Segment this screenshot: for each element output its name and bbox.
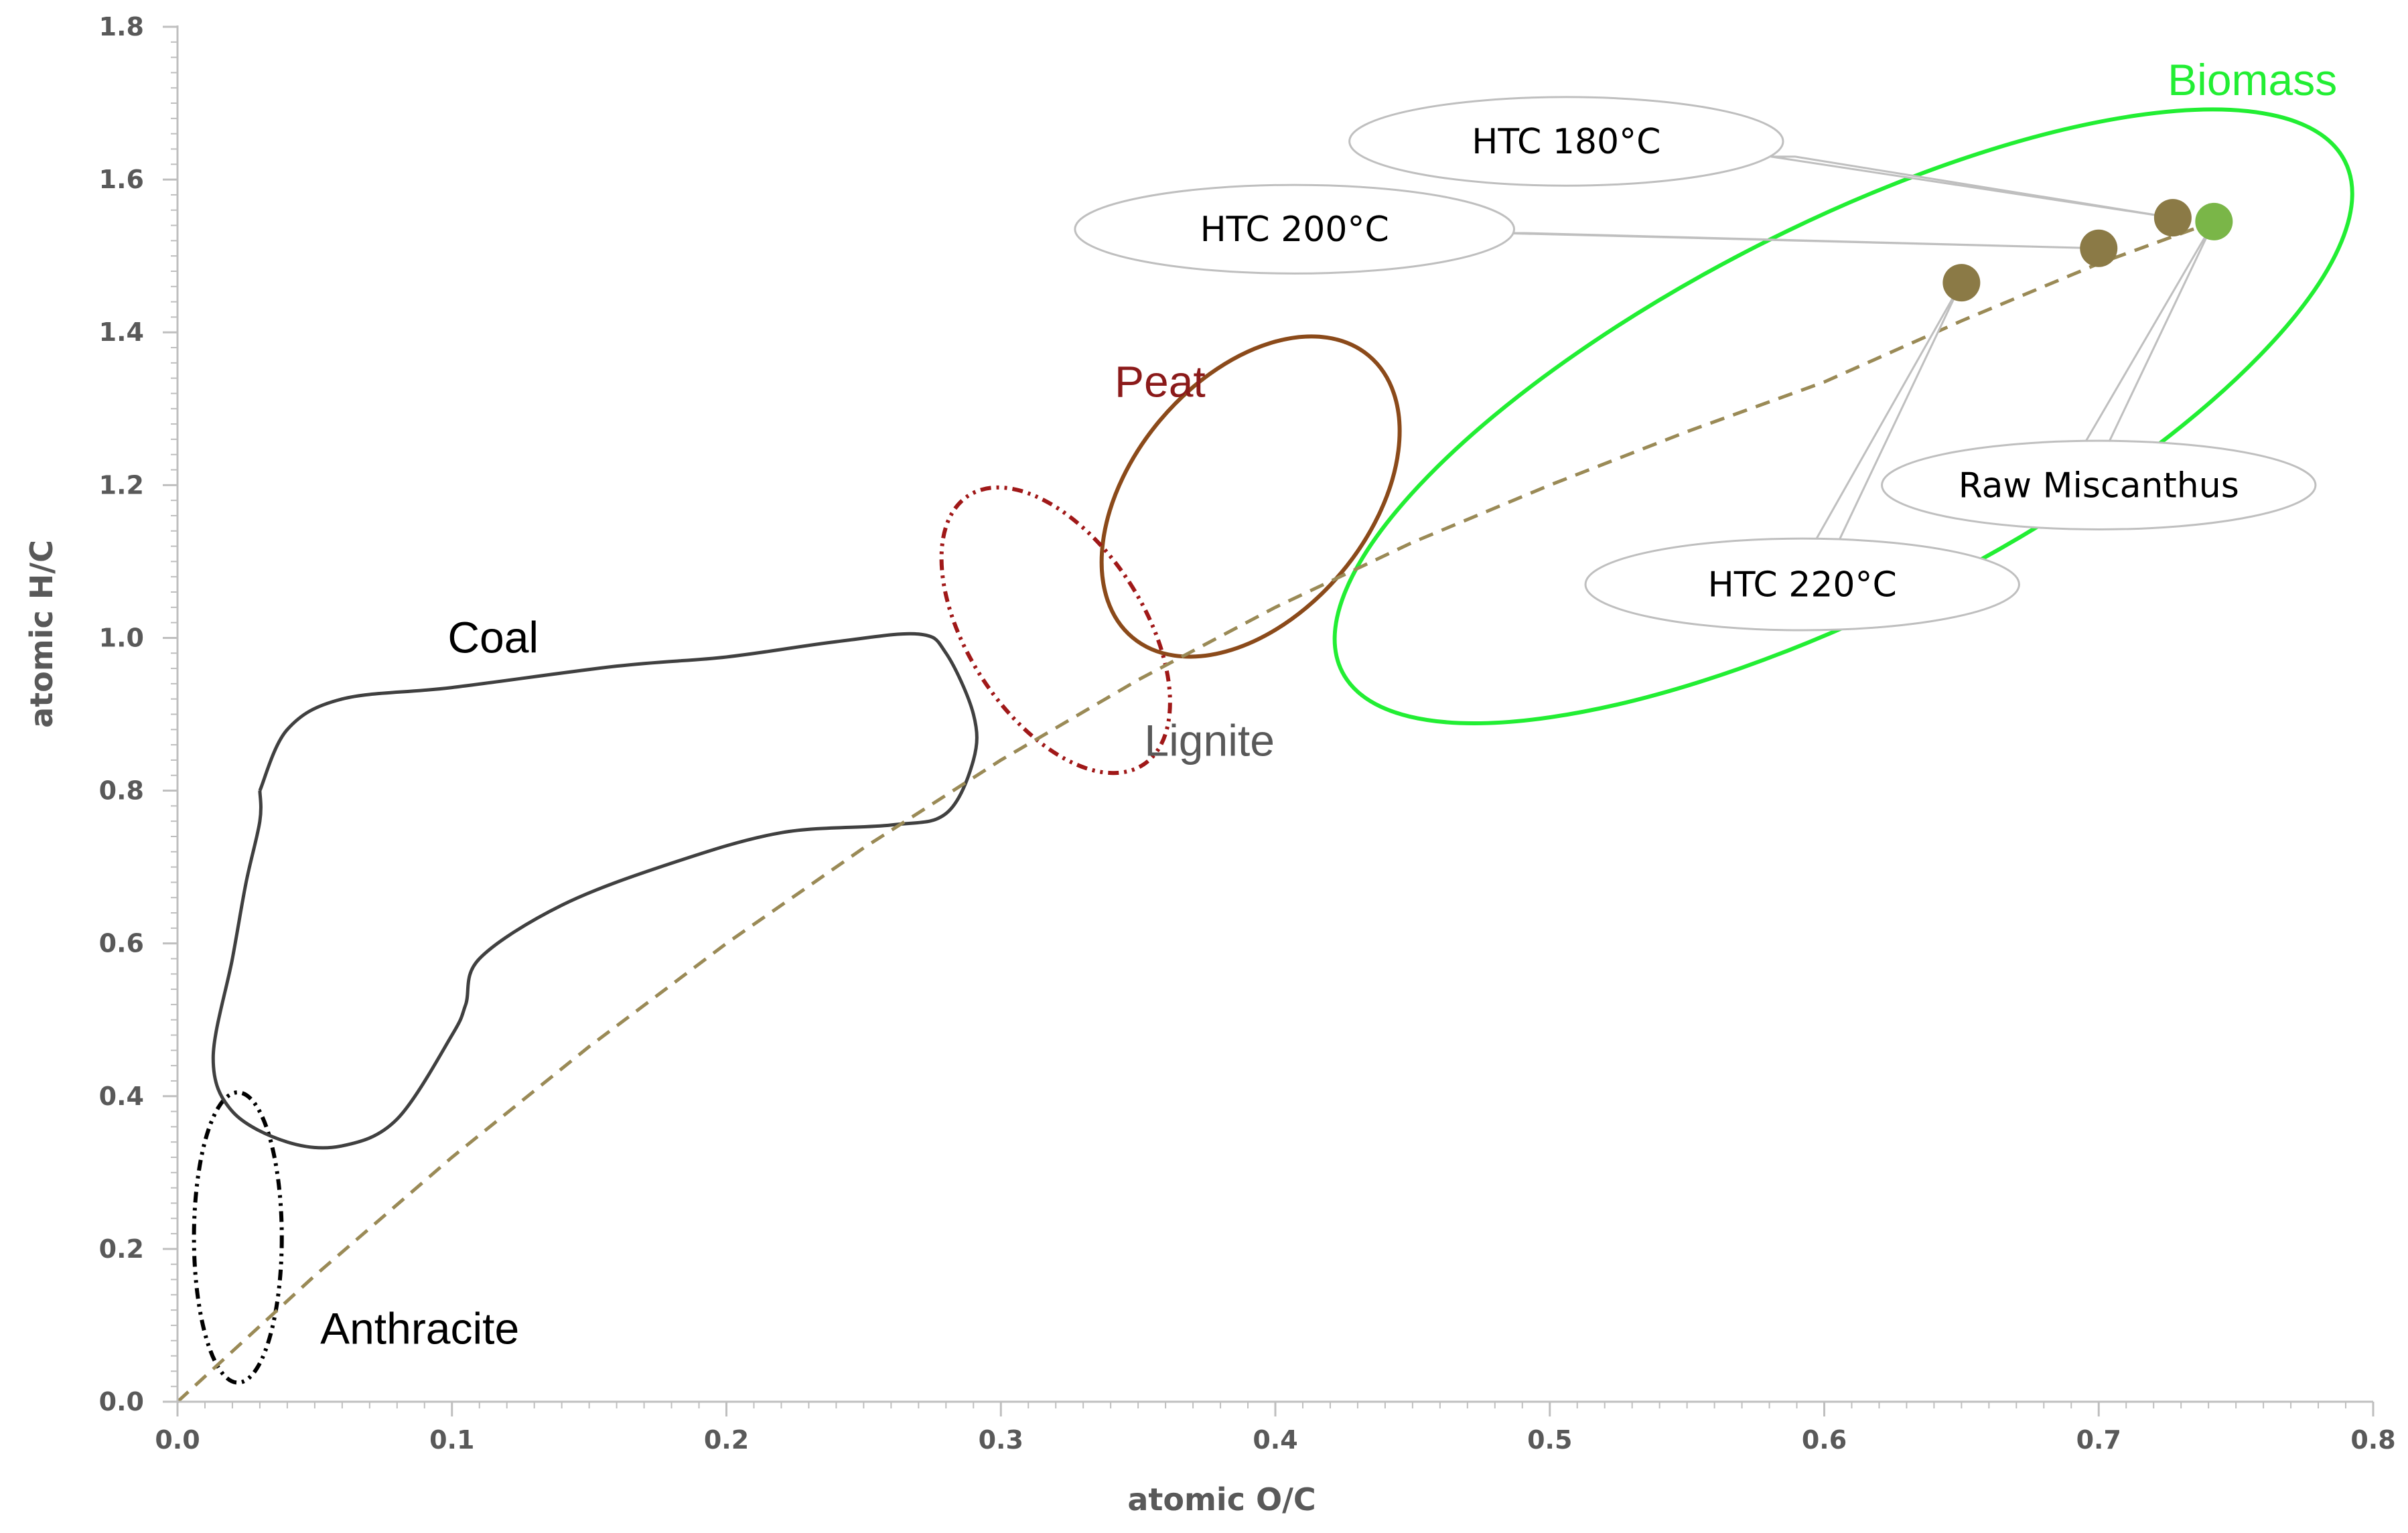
callout-bubble-htc-220-c (1584, 537, 2020, 632)
y-tick-label: 1.4 (99, 317, 144, 347)
region-label-coal: Coal (447, 612, 539, 662)
region-anthracite (192, 1090, 284, 1385)
callout-label-raw-miscanthus: Raw Miscanthus (1959, 465, 2239, 506)
y-tick-label: 1.0 (99, 623, 144, 652)
x-tick-label: 0.5 (1527, 1425, 1572, 1455)
y-tick-label: 1.8 (99, 12, 144, 42)
region-peat (1099, 334, 1402, 659)
x-tick-label: 0.7 (2076, 1425, 2121, 1455)
data-point-htc-180-c (2153, 199, 2192, 237)
region-labels: Biomass Peat Lignite Coal Anthracite (320, 55, 2337, 1354)
trend-line-dashed (176, 220, 2215, 1403)
callout-bubble-raw-miscanthus (1881, 439, 2317, 530)
x-tick-label: 0.2 (704, 1425, 749, 1455)
data-point-htc-200-c (2080, 229, 2118, 267)
x-tick-label: 0.1 (429, 1425, 474, 1455)
region-lignite (939, 485, 1172, 776)
callout-pointer-htc-180-c (1770, 155, 2174, 219)
trend-line (176, 220, 2215, 1403)
y-tick-label: 0.2 (99, 1234, 144, 1264)
region-label-lignite: Lignite (1144, 715, 1275, 765)
y-tick-label: 0.8 (99, 776, 144, 806)
y-tick-label: 0.4 (99, 1082, 144, 1111)
x-axis-title: atomic O/C (1127, 1481, 1316, 1518)
y-tick-label: 1.6 (99, 165, 144, 194)
data-point-raw-miscanthus (2195, 202, 2233, 240)
callout-label-htc-220-c: HTC 220°C (1708, 565, 1897, 605)
y-axis-title: atomic H/C (23, 540, 60, 728)
callout-bubble-htc-180-c (1348, 96, 1784, 187)
x-tick-label: 0.0 (155, 1425, 200, 1455)
callout-label-htc-200-c: HTC 200°C (1200, 210, 1389, 250)
y-tick-label: 0.6 (99, 929, 144, 958)
x-tick-label: 0.4 (1253, 1425, 1297, 1455)
callout-bubble-htc-200-c (1074, 184, 1515, 275)
x-tick-label: 0.8 (2350, 1425, 2395, 1455)
region-label-biomass: Biomass (2168, 55, 2337, 104)
data-point-htc-220-c (1942, 264, 1981, 302)
region-label-peat: Peat (1115, 356, 1206, 406)
y-tick-label: 1.2 (99, 470, 144, 500)
x-tick-label: 0.3 (979, 1425, 1023, 1455)
region-label-anthracite: Anthracite (320, 1304, 519, 1354)
callout-bubbles: HTC 180°C HTC 200°C HTC 220°C Raw Miscanthu… (1074, 96, 2317, 632)
callout-pointer-htc-200-c (1498, 232, 2100, 250)
data-points (1942, 199, 2233, 302)
y-tick-label: 0.0 (99, 1387, 144, 1416)
axes: 0.0 0.1 0.2 0.3 0.4 0.5 0.6 0.7 0.8 0.0 0.2 0.4 0.6 0… (23, 12, 2396, 1518)
region-coal (211, 632, 979, 1150)
x-tick-label: 0.6 (1802, 1425, 1847, 1455)
callout-label-htc-180-c: HTC 180°C (1472, 122, 1660, 162)
